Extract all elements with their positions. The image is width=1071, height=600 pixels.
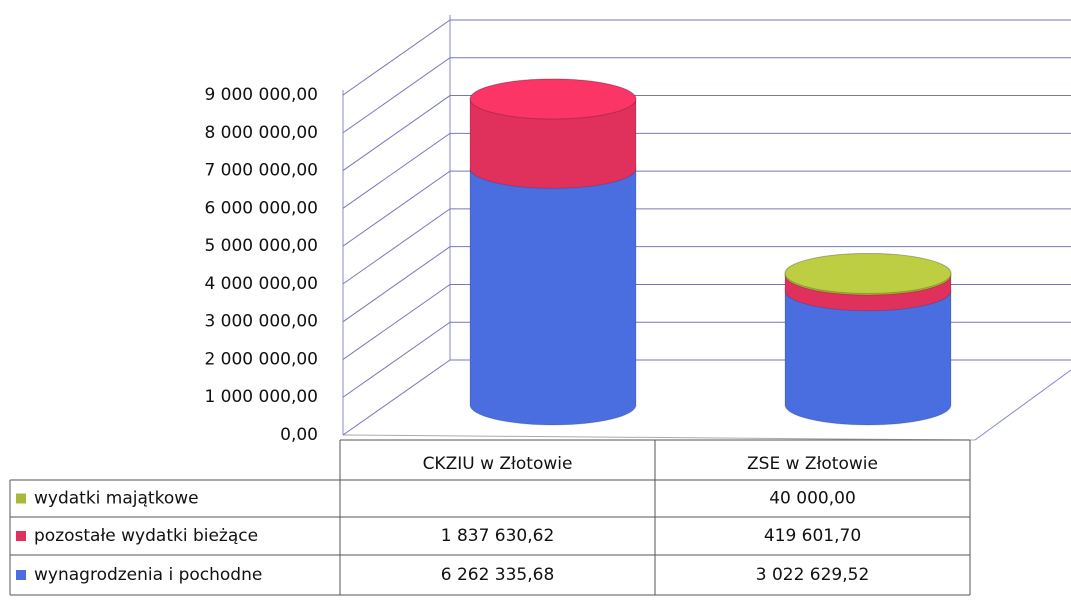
legend-label: pozostałe wydatki bieżące xyxy=(34,526,258,546)
grid-line xyxy=(342,95,1071,171)
legend-swatch xyxy=(16,531,26,541)
table-value: 6 262 335,68 xyxy=(441,565,555,585)
y-tick-label: 1 000 000,00 xyxy=(204,387,318,407)
grid-line xyxy=(342,208,1071,285)
cylinder-top xyxy=(469,78,637,120)
grid-line xyxy=(342,57,1071,134)
cylinder-top xyxy=(784,252,952,294)
table-value: 419 601,70 xyxy=(764,526,861,546)
y-tick-label: 8 000 000,00 xyxy=(204,123,318,143)
grid-line xyxy=(342,132,1071,209)
y-tick-label: 4 000 000,00 xyxy=(204,274,318,294)
y-tick-label: 5 000 000,00 xyxy=(204,236,318,256)
grid-line xyxy=(342,359,1071,436)
cylinder-segment xyxy=(469,147,637,426)
grid-line xyxy=(342,246,1071,323)
legend-swatch xyxy=(16,570,26,580)
category-label: ZSE w Złotowie xyxy=(747,454,878,474)
legend-label: wydatki majątkowe xyxy=(34,489,199,509)
grid-line xyxy=(342,19,1071,96)
table-value: 3 022 629,52 xyxy=(756,565,870,585)
floor-edge xyxy=(342,434,976,441)
table-value: 1 837 630,62 xyxy=(441,526,555,546)
floor-edge xyxy=(974,369,1071,441)
grid-line xyxy=(342,170,1071,247)
legend-swatch xyxy=(16,493,26,504)
legend-label: wynagrodzenia i pochodne xyxy=(34,565,262,585)
table-value: 40 000,00 xyxy=(769,489,856,509)
y-tick-label: 9 000 000,00 xyxy=(204,85,318,105)
y-tick-label: 3 000 000,00 xyxy=(204,312,318,332)
y-tick-label: 7 000 000,00 xyxy=(204,161,318,181)
y-tick-label: 6 000 000,00 xyxy=(204,198,318,218)
category-label: CKZIU w Złotowie xyxy=(423,454,573,474)
y-tick-label: 0,00 xyxy=(280,425,318,445)
y-tick-label: 2 000 000,00 xyxy=(204,349,318,369)
